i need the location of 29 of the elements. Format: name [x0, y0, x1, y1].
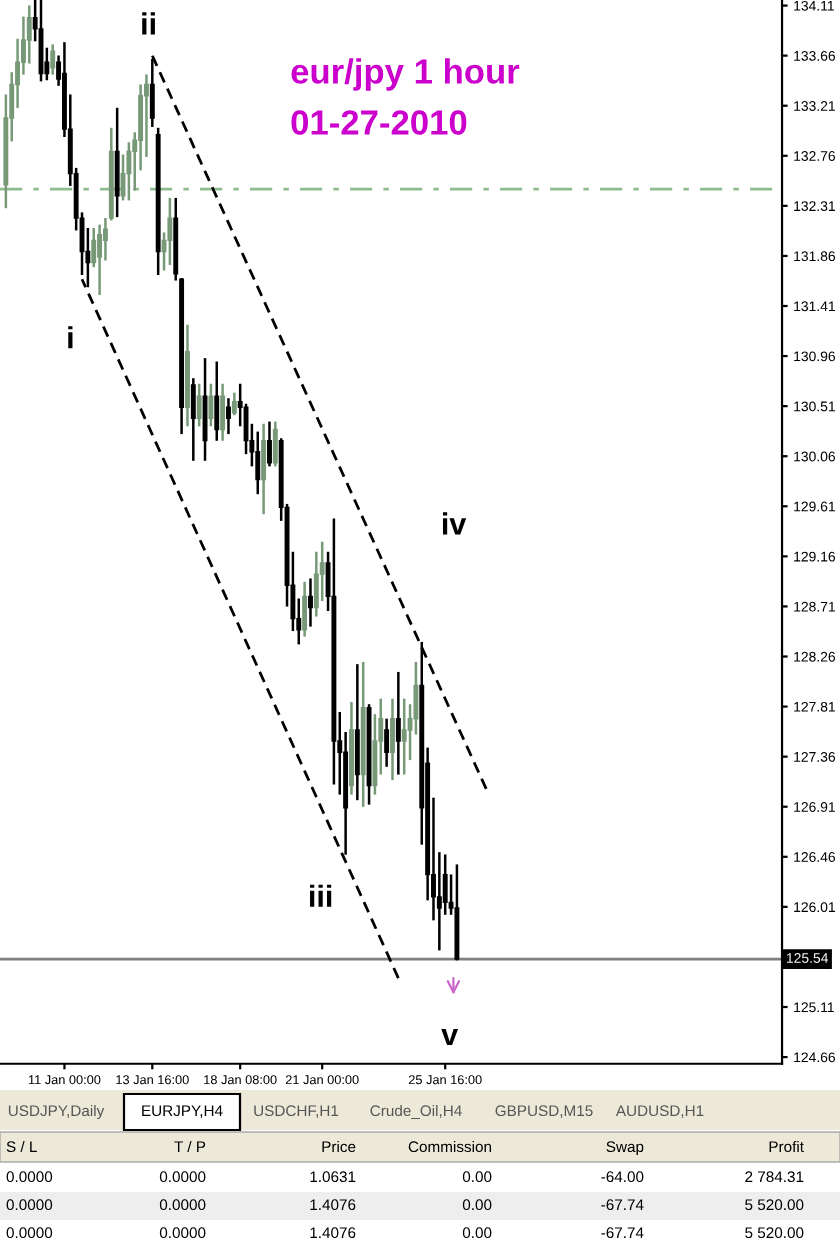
candlestick	[214, 361, 220, 441]
candlestick	[190, 378, 196, 461]
candlestick	[308, 578, 313, 627]
candlestick	[167, 197, 173, 265]
annotation: v	[441, 1028, 459, 1046]
candlestick	[384, 718, 390, 767]
candlestick	[261, 423, 267, 515]
annotation: i	[68, 326, 73, 349]
candlestick	[401, 698, 407, 775]
candlestick	[196, 383, 202, 427]
candlestick	[302, 581, 308, 637]
candlestick	[267, 421, 272, 467]
candlestick	[50, 44, 56, 75]
candlestick	[395, 671, 401, 775]
candlestick	[114, 107, 120, 218]
candlestick	[255, 431, 261, 495]
candlestick	[97, 224, 103, 296]
annotation: iii	[310, 884, 332, 907]
text: eur/jpy 1 hour	[291, 58, 520, 91]
candlestick	[231, 392, 237, 416]
candlestick	[226, 398, 231, 435]
candlestick	[208, 383, 214, 427]
annotation: iv	[442, 512, 467, 535]
candlestick	[354, 664, 360, 801]
candlestick	[272, 421, 278, 467]
candlestick	[220, 383, 226, 441]
candlestick	[390, 698, 395, 781]
text: 01-27-2010	[291, 110, 467, 135]
annotation: ii	[142, 12, 155, 35]
